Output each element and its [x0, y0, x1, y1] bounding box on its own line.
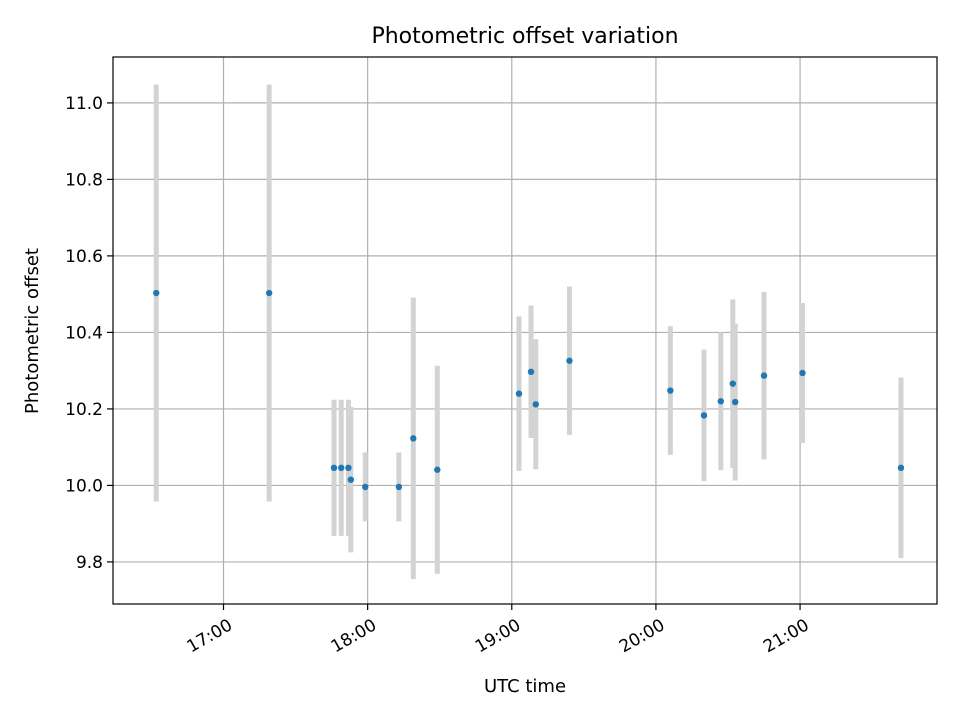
- chart-title: Photometric offset variation: [371, 24, 678, 49]
- y-tick-label: 10.8: [65, 170, 103, 190]
- y-tick-label: 10.6: [65, 247, 103, 267]
- y-axis-label: Photometric offset: [22, 248, 43, 414]
- data-point: [897, 464, 905, 472]
- data-point: [667, 387, 674, 394]
- data-point: [410, 435, 417, 442]
- data-point: [799, 369, 806, 377]
- data-point: [527, 368, 535, 376]
- data-point: [362, 483, 369, 491]
- data-point: [395, 483, 403, 491]
- data-point: [153, 289, 160, 297]
- data-point: [347, 476, 355, 483]
- plot-frame: [112, 56, 938, 605]
- data-point: [717, 398, 724, 405]
- data-point: [330, 464, 338, 472]
- plot-background: [113, 57, 937, 604]
- data-point: [760, 372, 768, 379]
- plot-area: [112, 56, 938, 605]
- data-point: [345, 464, 352, 472]
- data-point: [700, 412, 708, 419]
- y-tick-label: 10.2: [65, 400, 103, 420]
- grid-lines: [113, 57, 937, 604]
- data-point: [566, 357, 573, 364]
- data-point: [338, 464, 345, 472]
- data-point: [729, 380, 737, 387]
- data-point: [434, 466, 441, 473]
- x-axis-label: UTC time: [484, 676, 566, 697]
- data-points: [153, 289, 905, 491]
- y-tick-label: 10.0: [65, 476, 103, 496]
- data-point: [532, 401, 540, 408]
- data-point: [265, 289, 273, 297]
- y-tick-label: 9.8: [76, 553, 103, 573]
- y-tick-label: 11.0: [65, 94, 103, 114]
- y-tick-label: 10.4: [65, 323, 103, 343]
- data-point: [732, 398, 739, 406]
- y-axis: 9.8 10.0 10.2 10.4 10.6 10.8 11.0: [65, 94, 113, 573]
- data-point: [515, 390, 523, 397]
